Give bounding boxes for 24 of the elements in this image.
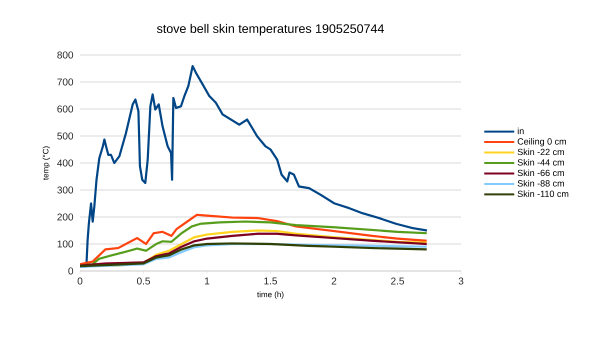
x-tick-label: 0 — [78, 278, 82, 285]
y-tick-label: 500 — [57, 132, 74, 140]
legend-label: Skin -22 cm — [518, 148, 564, 156]
legend-label: Skin -66 cm — [518, 169, 564, 176]
y-tick-label: 100 — [58, 240, 74, 248]
x-tick-label: 0.5 — [136, 278, 150, 285]
legend-label: Skin -88 cm — [518, 180, 564, 187]
chart-title: stove bell skin temperatures 1905250744 — [156, 24, 384, 36]
legend-label: in — [518, 128, 524, 134]
y-tick-label: 200 — [57, 213, 74, 221]
y-tick-label: 400 — [57, 159, 74, 167]
x-tick-label: 2 — [332, 278, 336, 284]
x-tick-label: 1.5 — [264, 278, 278, 284]
y-tick-label: 300 — [57, 186, 74, 194]
legend-label: Ceiling 0 cm — [518, 138, 566, 146]
x-tick-label: 3 — [458, 278, 464, 285]
legend-label: Skin -110 cm — [518, 190, 568, 198]
x-tick-label: 1 — [204, 278, 210, 284]
y-tick-label: 800 — [57, 51, 74, 59]
x-tick-label: 2.5 — [391, 278, 404, 285]
y-tick-label: 0 — [68, 267, 74, 275]
y-tick-label: 700 — [57, 78, 74, 86]
y-tick-label: 600 — [57, 105, 74, 113]
legend-label: Skin -44 cm — [518, 159, 564, 166]
